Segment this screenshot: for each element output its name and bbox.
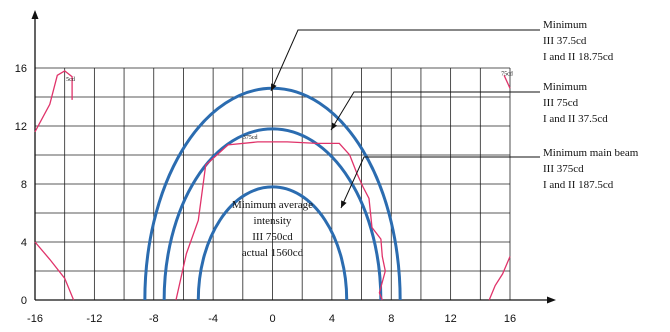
isocandela-circle bbox=[196, 185, 349, 301]
y-tick-label: 12 bbox=[15, 121, 27, 133]
x-tick-label: 12 bbox=[445, 313, 457, 325]
contour-label: 375cd bbox=[243, 135, 258, 141]
x-axis-arrow bbox=[547, 296, 556, 304]
x-tick-label: -4 bbox=[208, 313, 218, 325]
measured-contour bbox=[34, 70, 73, 133]
x-tick-label: 8 bbox=[388, 313, 394, 325]
y-tick-label: 4 bbox=[21, 237, 27, 249]
x-tick-label: 16 bbox=[504, 313, 516, 325]
leader-line bbox=[340, 156, 540, 209]
annotation-line: I and II 37.5cd bbox=[543, 113, 608, 125]
x-tick-label: 4 bbox=[329, 313, 335, 325]
annotation-line: Minimum bbox=[543, 81, 587, 93]
annotation-line: Minimum bbox=[543, 19, 587, 31]
y-tick-label: 0 bbox=[21, 295, 27, 307]
measured-contour bbox=[175, 141, 386, 301]
annotation-line: I and II 187.5cd bbox=[543, 179, 614, 191]
tick-labels: -16 -12 -8 -4 0 4 8 12 16 0 4 8 12 16 bbox=[15, 63, 516, 325]
annotation-line: III 375cd bbox=[543, 163, 584, 175]
measured-contour bbox=[503, 75, 511, 89]
isocandela-circle bbox=[162, 127, 383, 301]
center-note-line: intensity bbox=[254, 215, 292, 227]
y-tick-label: 8 bbox=[21, 179, 27, 191]
contour-label: 75cd bbox=[501, 71, 513, 77]
leader-arrowhead bbox=[331, 122, 338, 130]
x-tick-label: -12 bbox=[86, 313, 102, 325]
y-tick-label: 16 bbox=[15, 63, 27, 75]
x-tick-label: 0 bbox=[269, 313, 275, 325]
measured-contour bbox=[488, 256, 511, 301]
annotation-line: I and II 18.75cd bbox=[543, 51, 614, 63]
center-note-line: actual 1560cd bbox=[242, 247, 304, 259]
leader-arrowhead bbox=[341, 200, 347, 208]
annotation-line: III 75cd bbox=[543, 97, 579, 109]
leader-line bbox=[270, 29, 540, 92]
axes bbox=[31, 10, 556, 304]
measured-contour bbox=[34, 241, 75, 301]
annotations: Minimum average intensity III 750cd actual … bbox=[232, 19, 639, 259]
center-note-line: Minimum average bbox=[232, 199, 313, 211]
annotation-line: Minimum main beam bbox=[543, 147, 639, 159]
grid bbox=[34, 67, 511, 301]
x-tick-label: -16 bbox=[27, 313, 43, 325]
leader-arrowhead bbox=[271, 83, 277, 91]
y-axis-arrow bbox=[31, 10, 39, 19]
annotation-line: III 37.5cd bbox=[543, 35, 587, 47]
x-tick-label: -8 bbox=[149, 313, 159, 325]
contour-label: 5cd bbox=[66, 77, 75, 83]
leader-line bbox=[330, 91, 540, 131]
center-note-line: III 750cd bbox=[252, 231, 293, 243]
series: 5cd 375cd 75cd bbox=[34, 70, 513, 301]
